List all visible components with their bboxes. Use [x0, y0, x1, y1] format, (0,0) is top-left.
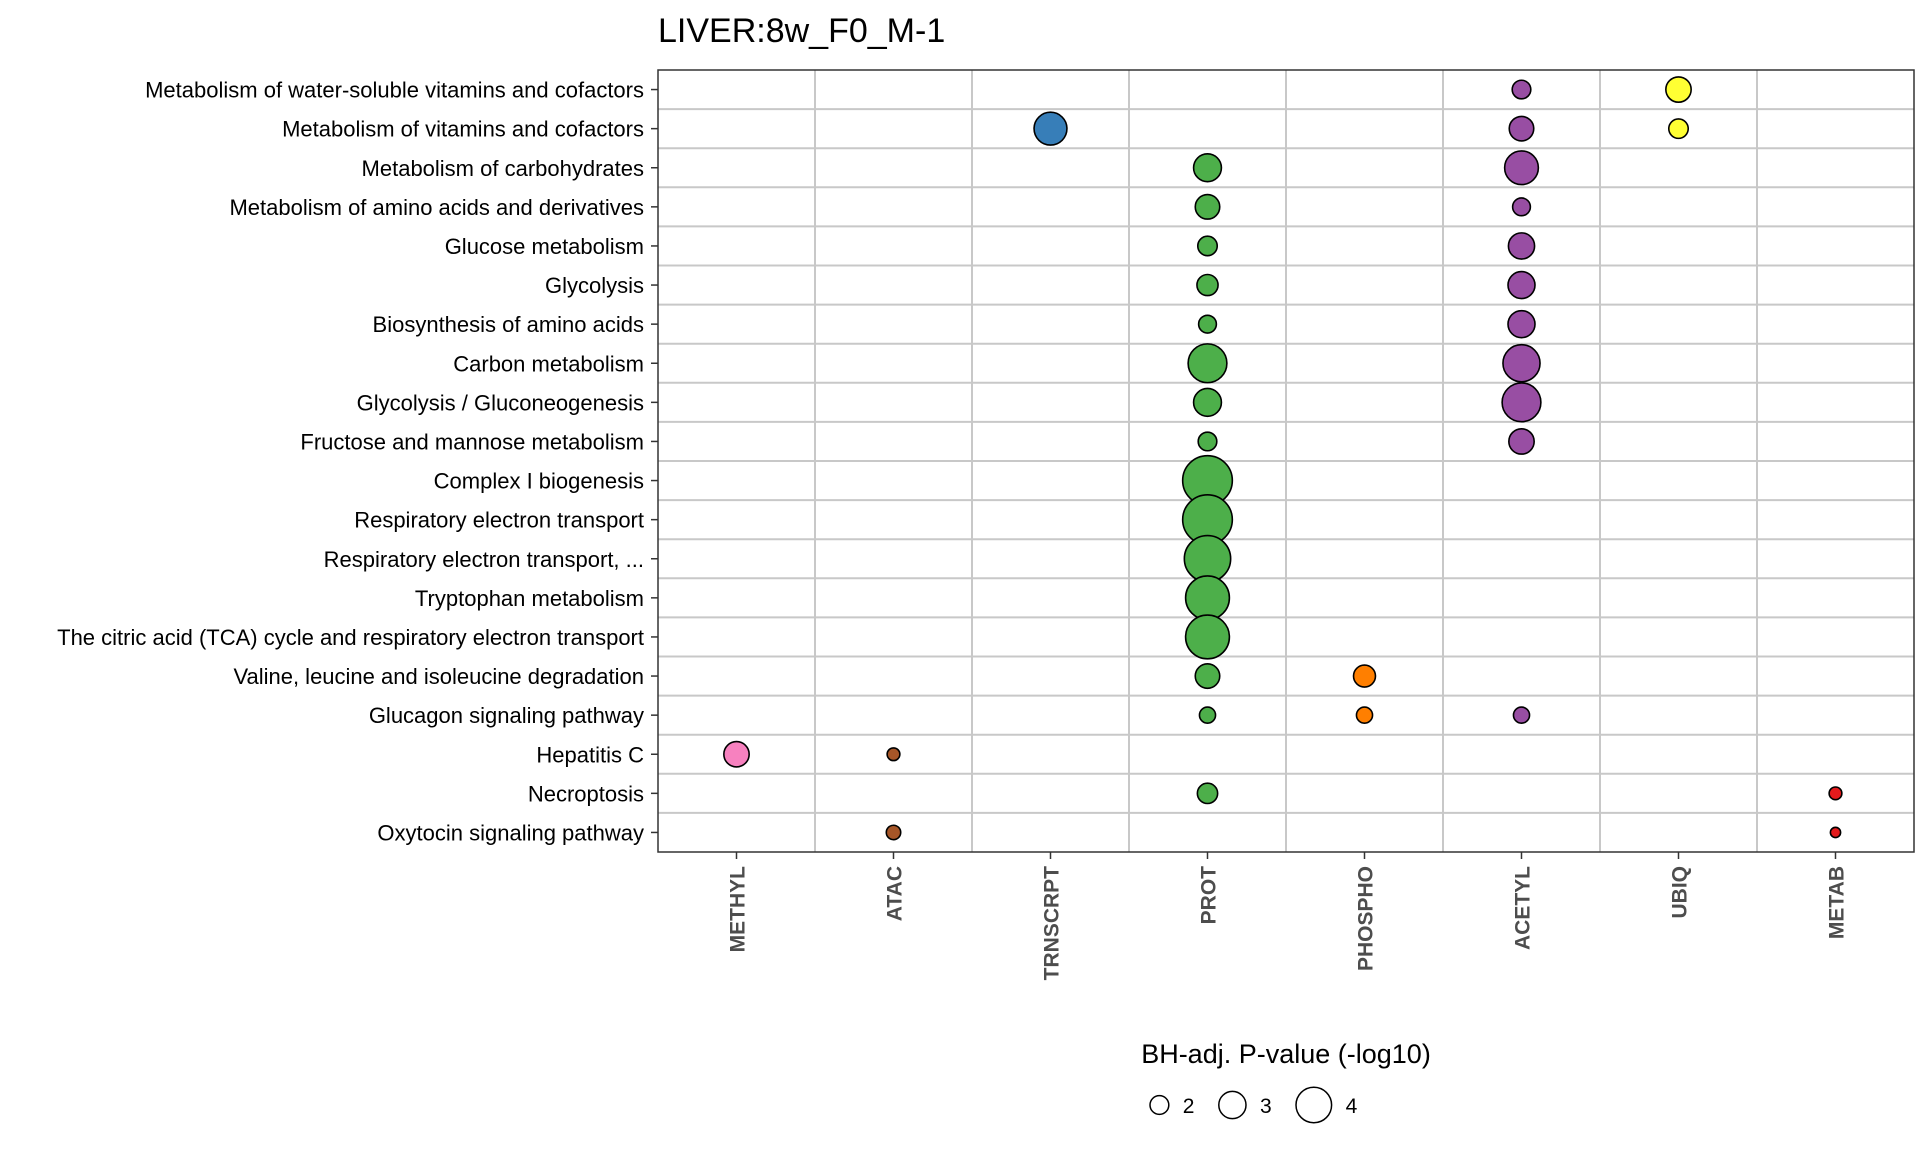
data-point	[1503, 150, 1540, 186]
x-tick-label: PROT	[1198, 866, 1221, 925]
y-tick-label: Respiratory electron transport	[354, 508, 644, 533]
data-point	[1197, 314, 1218, 334]
size-legend: BH-adj. P-value (-log10) 2 3 4	[1141, 1039, 1431, 1124]
chart-title: LIVER:8w_F0_M-1	[658, 12, 945, 50]
data-point	[1196, 273, 1219, 297]
data-point	[1511, 79, 1532, 100]
data-point	[1184, 614, 1231, 660]
y-tick-label: Tryptophan metabolism	[415, 586, 644, 611]
y-tick-label: Glycolysis / Gluconeogenesis	[357, 390, 644, 415]
y-tick-label: Carbon metabolism	[453, 351, 644, 376]
plot-panel-border	[657, 69, 1915, 853]
data-point	[1352, 664, 1377, 688]
data-point	[1196, 235, 1219, 257]
data-point	[1511, 197, 1532, 217]
y-tick-label: Glucose metabolism	[445, 234, 644, 259]
legend-size-label: 3	[1260, 1095, 1272, 1118]
data-point	[1829, 826, 1842, 839]
data-point	[1665, 76, 1692, 104]
x-tick-label: TRNSCRPT	[1041, 866, 1064, 981]
data-point	[1667, 118, 1690, 140]
y-tick-label: Glycolysis	[545, 273, 644, 298]
data-point	[1502, 343, 1541, 383]
data-point	[1192, 387, 1223, 418]
data-point	[1194, 193, 1221, 220]
x-axis-labels: METHYL ATAC TRNSCRPT PROT PHOSPHO ACETYL UBIQ M…	[727, 866, 1849, 981]
y-tick-label: Oxytocin signaling pathway	[377, 820, 644, 845]
legend-size-key	[1218, 1090, 1247, 1120]
data-point	[1828, 786, 1843, 801]
axis-ticks	[651, 88, 1837, 859]
y-tick-label: Metabolism of vitamins and cofactors	[282, 117, 644, 142]
data-point	[1507, 270, 1536, 300]
x-tick-label: ATAC	[884, 866, 907, 921]
y-tick-label: Biosynthesis of amino acids	[373, 312, 644, 337]
y-tick-label: Necroptosis	[528, 781, 644, 806]
data-point	[1187, 343, 1228, 384]
legend-size-key	[1149, 1094, 1170, 1116]
y-tick-label: Respiratory electron transport, ...	[324, 547, 644, 572]
legend-title: BH-adj. P-value (-log10)	[1141, 1039, 1431, 1069]
x-tick-label: METAB	[1826, 866, 1849, 939]
y-tick-label: Metabolism of water-soluble vitamins and…	[145, 78, 644, 103]
legend-size-label: 4	[1346, 1095, 1358, 1118]
data-point	[1033, 111, 1068, 146]
data-point	[1507, 309, 1536, 339]
legend-size-label: 2	[1183, 1095, 1195, 1118]
y-tick-label: Complex I biogenesis	[434, 469, 644, 494]
data-point	[886, 747, 901, 762]
data-point	[1508, 115, 1535, 142]
y-axis-labels: Metabolism of water-soluble vitamins and…	[57, 78, 644, 846]
grid-lines	[658, 70, 1914, 852]
y-tick-label: Hepatitis C	[536, 742, 644, 767]
data-point	[1198, 706, 1217, 724]
data-point	[885, 824, 902, 841]
data-point	[1355, 706, 1374, 724]
data-point	[1501, 382, 1542, 423]
y-tick-label: Valine, leucine and isoleucine degradati…	[233, 664, 644, 689]
data-point	[1194, 663, 1221, 690]
y-tick-label: Metabolism of amino acids and derivative…	[229, 195, 644, 220]
data-point	[1184, 575, 1231, 621]
data-points	[723, 76, 1843, 841]
x-tick-label: UBIQ	[1669, 866, 1692, 919]
data-point	[1507, 232, 1536, 260]
legend-items: 2 3 4	[1149, 1086, 1358, 1124]
x-tick-label: METHYL	[727, 866, 750, 953]
y-tick-label: Metabolism of carbohydrates	[362, 156, 644, 181]
data-point	[1192, 153, 1223, 183]
data-point	[1196, 782, 1219, 805]
legend-size-key	[1295, 1086, 1333, 1124]
data-point	[1508, 427, 1535, 455]
data-point	[1183, 534, 1232, 583]
data-point	[1512, 706, 1531, 724]
x-tick-label: ACETYL	[1512, 866, 1535, 950]
data-point	[723, 740, 750, 768]
y-tick-label: The citric acid (TCA) cycle and respirat…	[57, 625, 644, 650]
y-tick-label: Fructose and mannose metabolism	[300, 429, 644, 454]
data-point	[1197, 431, 1218, 452]
x-tick-label: PHOSPHO	[1355, 866, 1378, 971]
y-tick-label: Glucagon signaling pathway	[369, 703, 644, 728]
